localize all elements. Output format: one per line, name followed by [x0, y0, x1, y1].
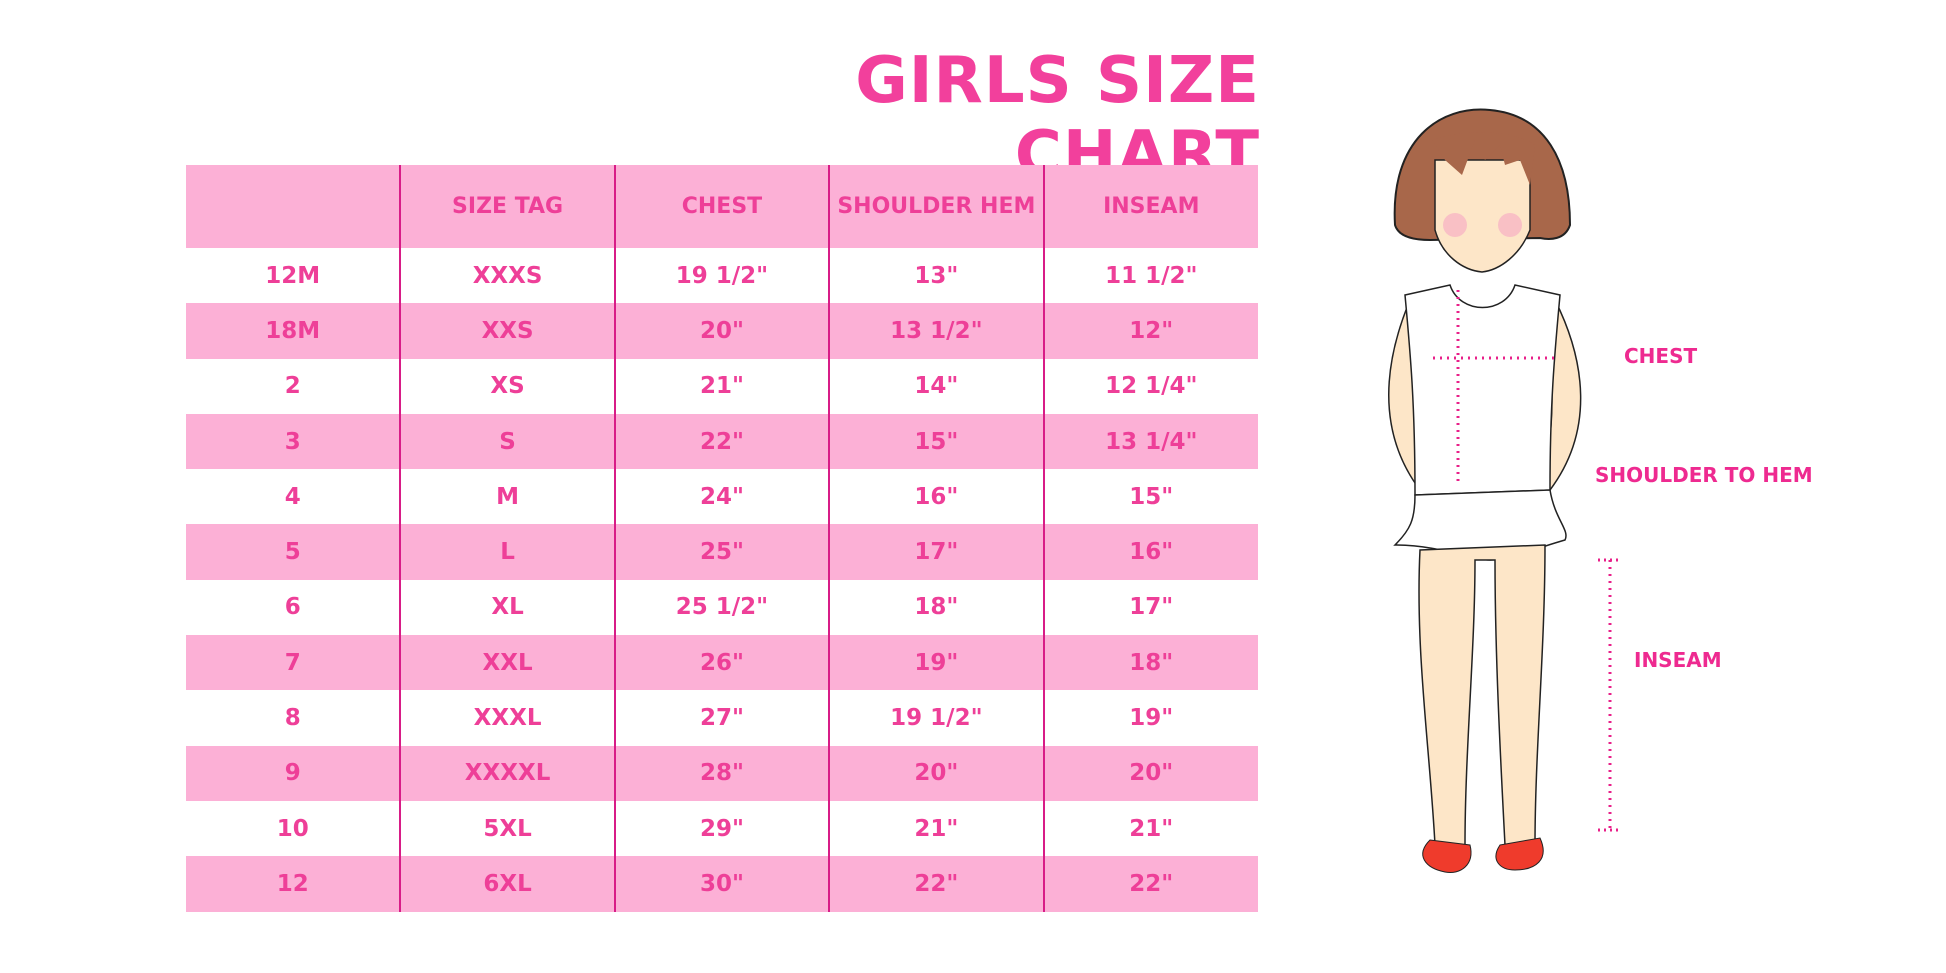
table-cell: 25 1/2"	[613, 579, 830, 636]
table-cell: 12"	[1042, 303, 1258, 359]
table-cell: 12 1/4"	[1042, 358, 1258, 414]
table-cell: XL	[399, 579, 615, 636]
table-cell: 2	[284, 373, 301, 400]
table-row: 6 XL 25 1/2" 18" 17"	[186, 579, 1258, 636]
top	[1404, 284, 1561, 496]
table-cell: 19 1/2"	[828, 690, 1044, 746]
table-cell: 27"	[613, 690, 830, 746]
column-header	[186, 165, 401, 248]
table-row: 12M XXXS 19 1/2" 13" 11 1/2"	[186, 248, 1258, 304]
table-cell: 28"	[613, 745, 830, 801]
table-cell: 22"	[1042, 856, 1258, 912]
table-cell: 3	[186, 413, 401, 470]
table-cell: XXXXL	[399, 745, 615, 801]
table-row: 5 L 25" 17" 16"	[186, 524, 1258, 580]
size-chart-table: SIZE TAG CHEST SHOULDER HEM INSEAM 12M XXXS 1…	[186, 165, 1258, 912]
column-header: INSEAM	[1042, 165, 1258, 248]
table-cell: 19"	[1042, 690, 1258, 746]
table-header: SIZE TAG CHEST SHOULDER HEM INSEAM	[186, 165, 1258, 248]
table-cell: 25"	[613, 524, 830, 580]
table-cell: 22"	[613, 413, 830, 470]
table-row: 8 XXXL 27" 19 1/2" 19"	[186, 690, 1258, 746]
column-header: SIZE TAG	[399, 165, 615, 248]
table-cell: 18M	[186, 303, 401, 359]
table-row: 4 M 24" 16" 15"	[186, 469, 1258, 525]
table-cell: 8	[284, 705, 301, 732]
girl-illustration	[1388, 108, 1620, 874]
table-row: 12 6XL 30" 22" 22"	[186, 856, 1258, 912]
table-cell: XXXL	[399, 690, 615, 746]
table-cell: 15"	[828, 413, 1044, 470]
table-cell: 5	[186, 524, 401, 580]
table-cell: 17"	[828, 524, 1044, 580]
legs	[1418, 544, 1546, 846]
table-cell: 5XL	[399, 800, 615, 857]
table-cell: 12M	[265, 262, 321, 289]
table-cell: 14"	[828, 358, 1044, 414]
table-cell: 20"	[1042, 745, 1258, 801]
table-cell: S	[399, 413, 615, 470]
table-cell: 29"	[613, 800, 830, 857]
table-cell: 16"	[1042, 524, 1258, 580]
chest-label: CHEST	[1624, 344, 1698, 368]
table-cell: 11 1/2"	[1042, 248, 1258, 304]
table-cell: 21"	[1042, 800, 1258, 857]
table-cell: M	[399, 469, 615, 525]
table-cell: 19"	[828, 635, 1044, 691]
table-cell: 20"	[828, 745, 1044, 801]
table-row: 18M XXS 20" 13 1/2" 12"	[186, 303, 1258, 359]
table-cell: 15"	[1042, 469, 1258, 525]
table-cell: 18"	[828, 579, 1044, 636]
table-cell: 18"	[1042, 635, 1258, 691]
table-cell: 19 1/2"	[613, 248, 830, 304]
table-cell: L	[399, 524, 615, 580]
table-cell: 9	[186, 745, 401, 801]
table-cell: 17"	[1042, 579, 1258, 636]
table-cell: 20"	[613, 303, 830, 359]
table-cell: 6XL	[399, 856, 615, 912]
table-row: 3 S 22" 15" 13 1/4"	[186, 413, 1258, 470]
table-cell: 21"	[828, 800, 1044, 857]
table-cell: 24"	[613, 469, 830, 525]
shoulder-to-hem-label: SHOULDER TO HEM	[1595, 463, 1813, 487]
table-cell: XXS	[399, 303, 615, 359]
table-row: 7 XXL 26" 19" 18"	[186, 635, 1258, 691]
table-cell: 22"	[828, 856, 1044, 912]
page-title: GIRLS SIZE CHART	[855, 44, 1260, 192]
table-cell: 6	[284, 594, 301, 621]
table-cell: 10	[276, 815, 309, 842]
table-cell: 13 1/2"	[828, 303, 1044, 359]
column-header: SHOULDER HEM	[828, 165, 1044, 248]
table-cell: 30"	[613, 856, 830, 912]
table-cell: 16"	[828, 469, 1044, 525]
table-cell: 13"	[828, 248, 1044, 304]
column-header: CHEST	[613, 165, 830, 248]
table-cell: XS	[399, 358, 615, 414]
table-row: 9 XXXXL 28" 20" 20"	[186, 745, 1258, 801]
shoe-right	[1495, 837, 1544, 871]
table-cell: XXXS	[399, 248, 615, 304]
table-row: 2 XS 21" 14" 12 1/4"	[186, 358, 1258, 414]
shoe-left	[1422, 839, 1472, 874]
bangs	[1432, 132, 1535, 185]
table-row: 10 5XL 29" 21" 21"	[186, 800, 1258, 857]
table-cell: XXL	[399, 635, 615, 691]
table-cell: 13 1/4"	[1042, 413, 1258, 470]
table-cell: 12	[186, 856, 401, 912]
table-cell: 26"	[613, 635, 830, 691]
table-cell: 4	[284, 483, 301, 510]
table-cell: 7	[186, 635, 401, 691]
face	[1434, 159, 1531, 273]
table-cell: 21"	[613, 358, 830, 414]
inseam-label: INSEAM	[1634, 648, 1722, 672]
